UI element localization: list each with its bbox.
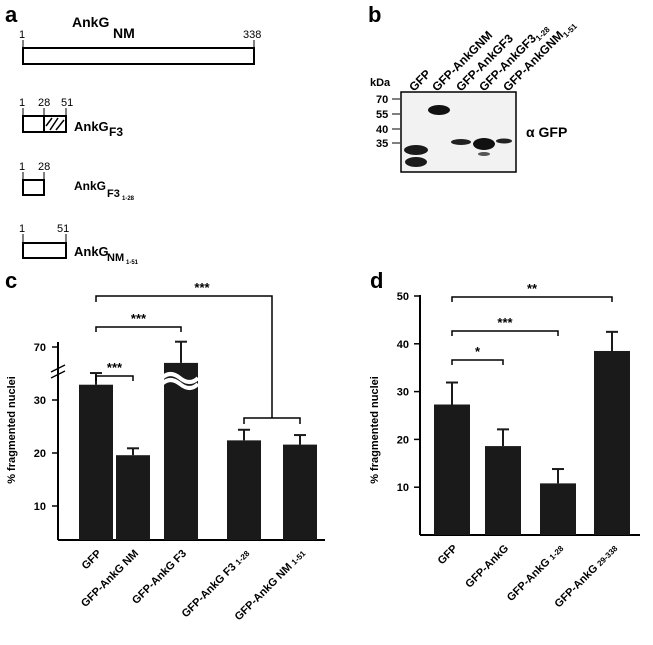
band-ankg-nm-1-51 bbox=[496, 138, 512, 144]
band-ankg-nm bbox=[428, 105, 450, 115]
construct-subsub: 1-51 bbox=[126, 260, 139, 266]
y-axis-label: % fragmented nuclei bbox=[369, 376, 381, 484]
bar bbox=[434, 404, 470, 535]
x-tick-label: GFP-AnkG bbox=[463, 543, 511, 591]
bar-group bbox=[434, 330, 630, 535]
panel-b-label: b bbox=[368, 2, 381, 27]
y-tick-label: 70 bbox=[34, 342, 46, 354]
x-tick-label: GFP bbox=[80, 548, 104, 572]
band-ankg-f3-1-28-faint bbox=[478, 152, 490, 156]
panel-a-label: a bbox=[5, 2, 18, 27]
marker-35: 35 bbox=[376, 138, 388, 150]
construct-ankg-f3: 1 28 51 AnkG F3 bbox=[19, 97, 123, 139]
domain-box bbox=[22, 47, 255, 65]
significance-bracket bbox=[95, 295, 273, 418]
bar bbox=[594, 350, 630, 535]
significance-brackets: ****** bbox=[451, 281, 613, 365]
significance-bracket bbox=[451, 359, 504, 365]
construct-start: 1 bbox=[19, 97, 25, 109]
significance-bracket bbox=[451, 330, 559, 336]
panel-c-label: c bbox=[5, 268, 17, 293]
y-tick-label: 50 bbox=[397, 291, 409, 303]
construct-name: AnkG bbox=[74, 244, 109, 259]
x-tick-label: GFP bbox=[436, 543, 460, 567]
y-tick-label: 20 bbox=[34, 448, 46, 460]
lane-labels: GFP GFP-AnkGNM GFP-AnkGF3 GFP-AnkGF31-28… bbox=[406, 21, 579, 94]
band-gfp-lower bbox=[405, 157, 427, 167]
hatch-pattern bbox=[45, 117, 65, 131]
significance-bracket bbox=[95, 375, 134, 381]
construct-start: 1 bbox=[19, 223, 25, 235]
construct-name: AnkG bbox=[72, 14, 109, 30]
marker-70: 70 bbox=[376, 94, 388, 106]
significance-label: * bbox=[475, 344, 481, 359]
significance-bracket bbox=[451, 296, 613, 302]
bar bbox=[227, 440, 261, 540]
marker-40: 40 bbox=[376, 124, 388, 136]
construct-start: 1 bbox=[19, 29, 25, 41]
construct-sub: NM bbox=[113, 25, 135, 41]
x-tick-label: GFP-AnkG1-28 bbox=[505, 542, 567, 604]
significance-label: *** bbox=[497, 315, 513, 330]
domain-box bbox=[22, 179, 45, 196]
group-bracket bbox=[243, 417, 301, 424]
y-axis-label: % fragmented nuclei bbox=[6, 376, 18, 484]
panel-c: c % fragmented nuclei 10 20 30 70 ******… bbox=[5, 268, 325, 623]
bar-break bbox=[160, 372, 200, 390]
construct-end: 28 bbox=[38, 161, 50, 173]
construct-ankg-f3-1-28: 1 28 AnkG F3 1-28 bbox=[19, 161, 135, 202]
construct-sub: F3 bbox=[107, 188, 120, 200]
kda-markers: 70 55 40 35 bbox=[376, 94, 400, 150]
bar bbox=[116, 455, 150, 540]
y-tick-label: 20 bbox=[397, 434, 409, 446]
bar bbox=[283, 444, 317, 540]
kda-label: kDa bbox=[370, 77, 391, 89]
y-ticks: 10 20 30 40 50 bbox=[397, 291, 420, 494]
significance-label: *** bbox=[194, 280, 210, 295]
construct-start: 1 bbox=[19, 161, 25, 173]
band-ankg-f3-1-28 bbox=[473, 138, 495, 150]
bar bbox=[164, 362, 198, 540]
significance-label: *** bbox=[107, 360, 123, 375]
significance-label: ** bbox=[527, 281, 538, 296]
construct-end: 51 bbox=[61, 97, 73, 109]
domain-box bbox=[22, 242, 67, 259]
construct-end: 51 bbox=[57, 223, 69, 235]
bar bbox=[485, 446, 521, 535]
band-gfp-upper bbox=[404, 145, 428, 155]
significance-bracket bbox=[95, 326, 182, 332]
significance-brackets: *** *** *** bbox=[95, 280, 301, 424]
significance-label: *** bbox=[131, 311, 147, 326]
bar-group bbox=[79, 340, 317, 540]
bar bbox=[540, 483, 576, 535]
y-tick-label: 30 bbox=[34, 395, 46, 407]
antibody-label: α GFP bbox=[526, 124, 567, 140]
y-tick-label: 10 bbox=[397, 482, 409, 494]
lane-label-1: GFP bbox=[406, 67, 433, 94]
construct-name: AnkG bbox=[74, 119, 109, 134]
band-ankg-f3 bbox=[451, 139, 471, 145]
y-tick-label: 40 bbox=[397, 339, 409, 351]
panel-a: a AnkG NM 1 338 1 28 51 AnkG bbox=[5, 2, 261, 266]
axis-break bbox=[50, 364, 66, 379]
construct-name: AnkG bbox=[74, 179, 106, 193]
panel-b: b kDa GFP GFP-AnkGNM GFP-AnkGF3 GFP-AnkG… bbox=[368, 2, 579, 173]
construct-mid: 28 bbox=[38, 97, 50, 109]
construct-sub: F3 bbox=[109, 125, 123, 139]
panel-d-label: d bbox=[370, 268, 383, 293]
construct-sub: NM bbox=[107, 252, 124, 264]
bar bbox=[79, 384, 113, 540]
y-tick-label: 30 bbox=[397, 387, 409, 399]
construct-ankg-nm-1-51: 1 51 AnkG NM 1-51 bbox=[19, 223, 139, 266]
western-blot bbox=[400, 91, 517, 173]
y-tick-label: 10 bbox=[34, 501, 46, 513]
construct-ankg-nm: AnkG NM 1 338 bbox=[19, 14, 261, 65]
construct-subsub: 1-28 bbox=[122, 196, 135, 202]
construct-end: 338 bbox=[243, 29, 261, 41]
marker-55: 55 bbox=[376, 109, 388, 121]
